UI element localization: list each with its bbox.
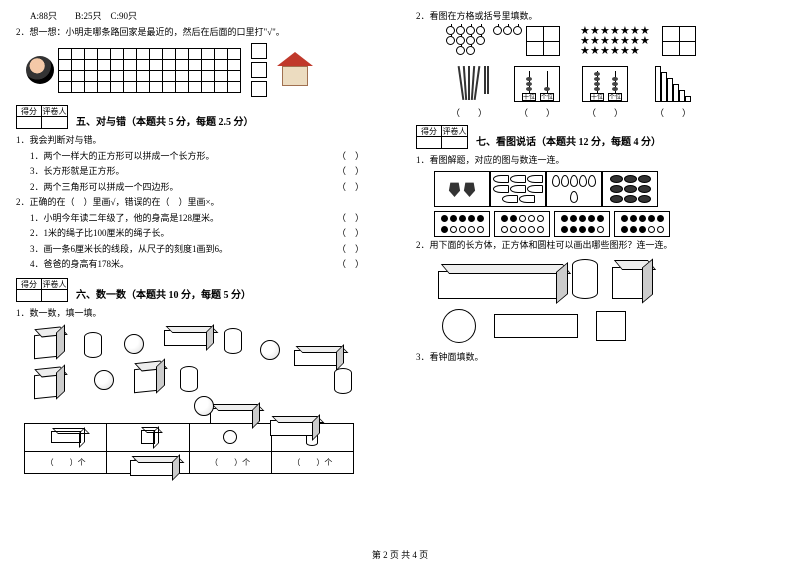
sticks-tool — [444, 66, 494, 102]
checkbox-2[interactable] — [251, 62, 267, 78]
ones-label: 个位 — [540, 93, 554, 101]
s5-q2-4: 4．爸爸的身高有178米。（ ） — [30, 258, 384, 272]
ones-label: 个位 — [608, 93, 622, 101]
s5-q1: 1．我会判断对与错。 — [16, 134, 384, 148]
text: 2．两个三角形可以拼成一个四边形。 — [30, 182, 179, 192]
abacus-1: 十位 个位 — [512, 66, 562, 102]
strawberry-cell — [434, 171, 490, 207]
circle-flat — [442, 309, 476, 343]
oval-cell — [602, 171, 658, 207]
s5-q1-3: 2．两个三角形可以拼成一个四边形。（ ） — [30, 181, 384, 195]
score-header: 得分 — [17, 279, 41, 290]
s5-q2-1: 1．小明今年读二年级了，他的身高是128厘米。（ ） — [30, 212, 384, 226]
options-line: A:88只 B:25只 C:90只 — [30, 10, 384, 24]
text: 3．长方形就是正方形。 — [30, 166, 125, 176]
count-cell[interactable]: （ ）个 — [189, 452, 271, 474]
path-figure — [26, 43, 384, 97]
right-column: 2．看图在方格或括号里填数。 ★★★★★★★ ★★★★★★★ ★★★★★★ — [400, 0, 800, 565]
paren[interactable]: （ ） — [648, 106, 698, 119]
answer-checkboxes — [251, 43, 267, 97]
counting-tools-row: 十位 个位 十位 个位 — [444, 66, 784, 102]
text: 3．画一条6厘米长的线段，从尺子的刻度1画到6。 — [30, 244, 228, 254]
page-footer: 第 2 页 共 4 页 — [0, 548, 800, 561]
apples-stars-row: ★★★★★★★ ★★★★★★★ ★★★★★★ — [442, 26, 784, 56]
col-cuboid — [25, 424, 107, 452]
count-cell[interactable]: （ ）个 — [25, 452, 107, 474]
col-cube — [107, 424, 189, 452]
match-dots — [434, 211, 784, 237]
paren[interactable]: （ ） — [580, 106, 630, 119]
col-sphere — [189, 424, 271, 452]
grader-header: 评卷人 — [42, 106, 67, 117]
stairs-tool — [648, 66, 698, 102]
s5-q2-2: 2．1米的绳子比100厘米的绳子长。（ ） — [30, 227, 384, 241]
text: 4．爸爸的身高有178米。 — [30, 259, 129, 269]
tens-label: 十位 — [522, 93, 536, 101]
s5-q1-2: 3．长方形就是正方形。（ ） — [30, 165, 384, 179]
s5-q2-3: 3．画一条6厘米长的线段，从尺子的刻度1画到6。（ ） — [30, 243, 384, 257]
solids-row — [438, 259, 784, 299]
flats-row — [442, 309, 784, 343]
big-cylinder — [572, 259, 598, 299]
score-header: 得分 — [417, 126, 441, 137]
paren[interactable]: （ ） — [512, 106, 562, 119]
s7-q1: 1．看图解题，对应的图与数连一连。 — [416, 154, 784, 168]
boy-icon — [26, 56, 54, 84]
star-group: ★★★★★★★ ★★★★★★★ ★★★★★★ — [580, 26, 658, 56]
section-5-title: 五、对与错（本题共 5 分，每题 2.5 分） — [76, 113, 384, 128]
grader-header: 评卷人 — [442, 126, 467, 137]
text: 1．两个一样大的正方形可以拼成一个长方形。 — [30, 151, 215, 161]
count-cell[interactable]: （ ）个 — [271, 452, 353, 474]
dots-8 — [614, 211, 670, 237]
pear-cell — [546, 171, 602, 207]
apple-group-ones — [492, 26, 522, 54]
house-icon — [277, 52, 313, 88]
match-pictures — [434, 171, 784, 207]
section-6-title: 六、数一数（本题共 10 分，每题 5 分） — [76, 286, 384, 301]
fill-box-stars[interactable] — [662, 26, 696, 56]
s5-q1-1: 1．两个一样大的正方形可以拼成一个长方形。（ ） — [30, 150, 384, 164]
s7-q3: 3．看钟面填数。 — [416, 351, 784, 365]
dots-6 — [434, 211, 490, 237]
score-header: 得分 — [17, 106, 41, 117]
tens-label: 十位 — [590, 93, 604, 101]
text: 1．小明今年读二年级了，他的身高是128厘米。 — [30, 213, 219, 223]
rect-flat — [494, 314, 578, 338]
paren[interactable]: （ ） — [444, 106, 494, 119]
dots-9 — [554, 211, 610, 237]
checkbox-1[interactable] — [251, 43, 267, 59]
left-column: A:88只 B:25只 C:90只 2．想一想：小明走哪条路回家是最近的，然后在… — [0, 0, 400, 565]
shapes-figure — [24, 324, 376, 419]
path-grid — [58, 48, 241, 93]
checkbox-3[interactable] — [251, 81, 267, 97]
apple-group-ten — [442, 26, 488, 54]
r-q2-prompt: 2．看图在方格或括号里填数。 — [416, 10, 784, 24]
grader-header: 评卷人 — [42, 279, 67, 290]
fill-box-apples[interactable] — [526, 26, 560, 56]
s7-q2: 2．用下面的长方体，正方体和圆柱可以画出哪些图形？连一连。 — [416, 239, 784, 253]
section-7-title: 七、看图说话（本题共 12 分，每题 4 分） — [476, 133, 784, 148]
big-cube — [612, 267, 644, 299]
dots-2 — [494, 211, 550, 237]
text: 2．1米的绳子比100厘米的绳子长。 — [30, 228, 170, 238]
q2-prompt: 2．想一想：小明走哪条路回家是最近的，然后在后面的口里打"√"。 — [16, 26, 384, 40]
s5-q2: 2．正确的在（ ）里画√，错误的在（ ）里画×。 — [16, 196, 384, 210]
square-flat — [596, 311, 626, 341]
paren-row: （ ） （ ） （ ） （ ） — [444, 104, 784, 119]
big-cuboid — [438, 271, 558, 299]
s6-q1: 1．数一数，填一填。 — [16, 307, 384, 321]
abacus-2: 十位 个位 — [580, 66, 630, 102]
fish-cell — [490, 171, 546, 207]
